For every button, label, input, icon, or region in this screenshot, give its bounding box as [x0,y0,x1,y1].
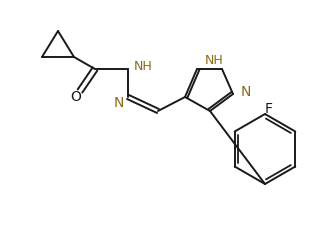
Text: NH: NH [205,54,223,66]
Text: N: N [114,96,124,110]
Text: N: N [241,85,251,99]
Text: NH: NH [134,60,153,74]
Text: F: F [265,102,273,116]
Text: O: O [71,90,81,104]
